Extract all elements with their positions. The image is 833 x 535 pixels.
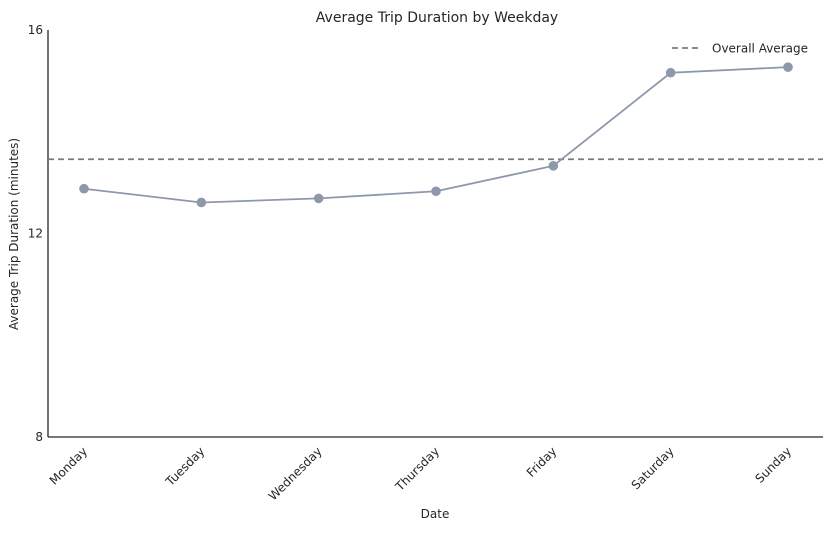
data-point: [313, 193, 324, 204]
legend: Overall Average: [672, 42, 808, 56]
data-point: [79, 183, 89, 194]
x-tick-label: Wednesday: [266, 444, 325, 503]
plot-area: 8 12 16 Monday Tuesday Wednesday Thursday Frida…: [28, 23, 823, 503]
x-tick-label: Saturday: [629, 444, 677, 492]
y-axis-label: Average Trip Duration (minutes): [7, 138, 21, 330]
series-line: [83, 66, 789, 204]
x-tick-label: Friday: [524, 444, 560, 480]
chart-title: Average Trip Duration by Weekday: [316, 10, 558, 26]
data-point: [665, 67, 676, 78]
data-point: [548, 161, 559, 171]
data-point: [196, 197, 207, 208]
x-tick-label: Tuesday: [162, 444, 207, 489]
legend-label: Overall Average: [712, 42, 808, 56]
y-tick-label: 16: [28, 23, 43, 37]
y-tick-label: 12: [28, 227, 43, 241]
x-tick-label: Sunday: [752, 444, 794, 486]
data-point: [431, 186, 441, 197]
x-axis-label: Date: [421, 507, 450, 521]
x-tick-label: Thursday: [392, 444, 442, 494]
y-tick-label: 8: [35, 430, 43, 444]
data-point: [783, 62, 793, 72]
x-tick-label: Monday: [47, 444, 90, 487]
